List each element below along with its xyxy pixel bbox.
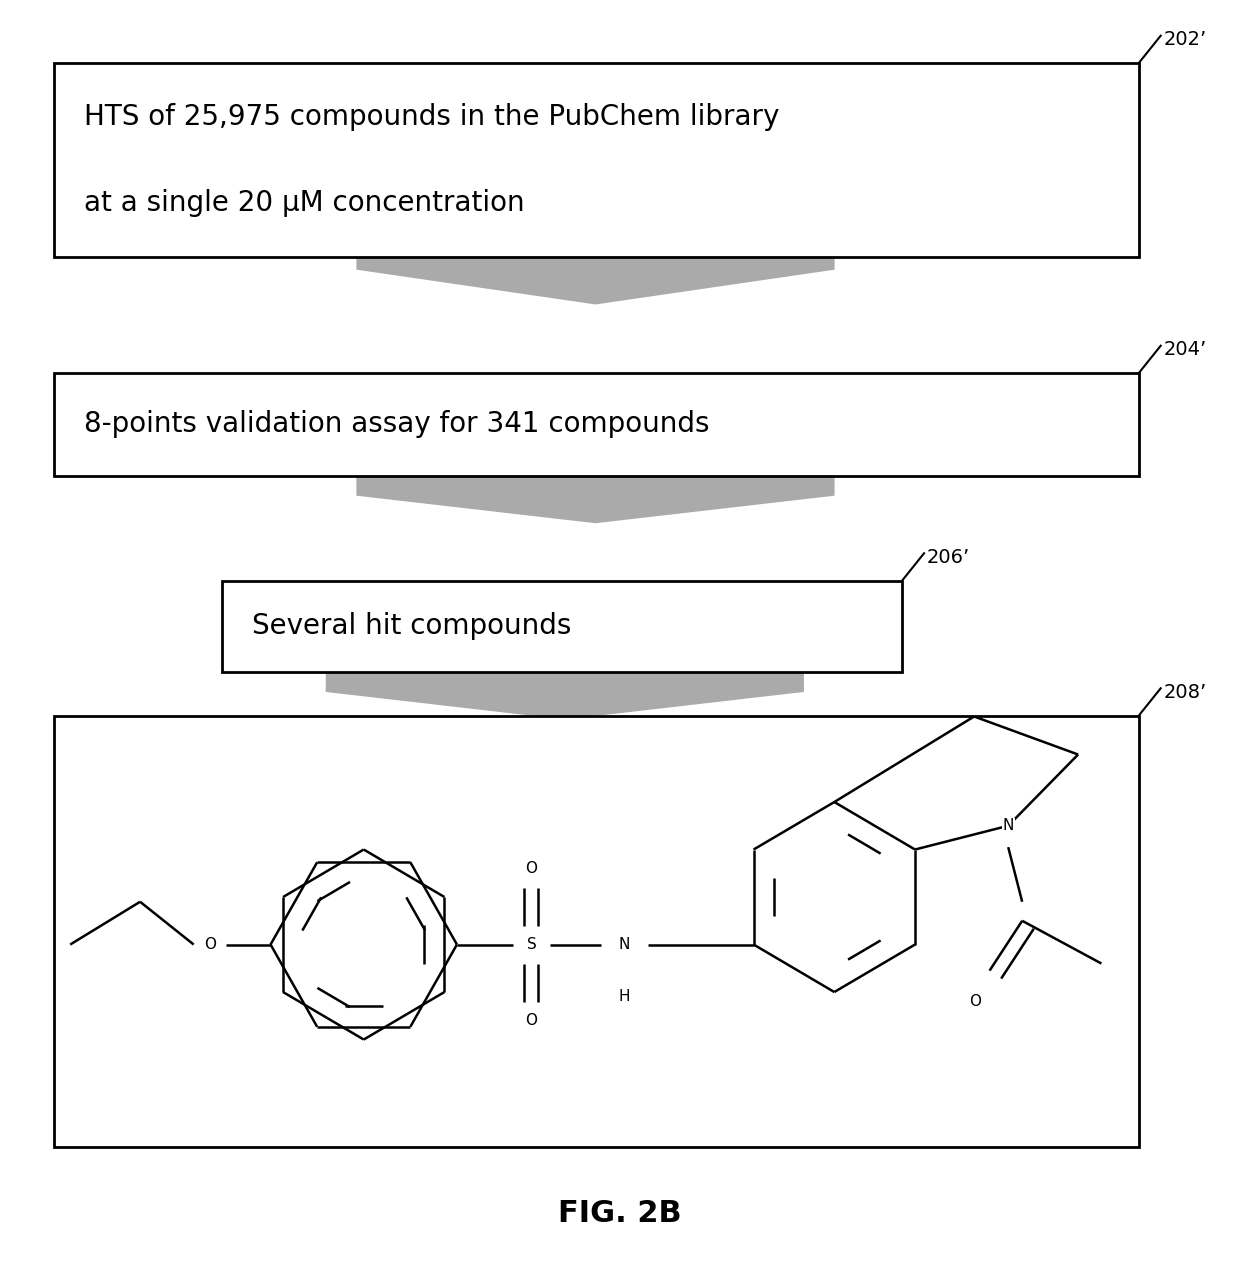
Text: 8-points validation assay for 341 compounds: 8-points validation assay for 341 compou…	[84, 411, 709, 439]
Text: HTS of 25,975 compounds in the PubChem library: HTS of 25,975 compounds in the PubChem l…	[84, 104, 780, 131]
Text: 208’: 208’	[1163, 683, 1207, 702]
FancyBboxPatch shape	[53, 715, 1138, 1146]
Text: O: O	[526, 1012, 537, 1028]
Polygon shape	[356, 244, 835, 305]
Text: at a single 20 μM concentration: at a single 20 μM concentration	[84, 188, 525, 216]
Text: H: H	[619, 990, 630, 1005]
Polygon shape	[356, 475, 835, 523]
Polygon shape	[326, 672, 804, 719]
Text: O: O	[970, 994, 982, 1009]
Text: Several hit compounds: Several hit compounds	[252, 612, 572, 641]
Text: 202’: 202’	[1163, 30, 1207, 49]
Text: 204’: 204’	[1163, 340, 1207, 359]
FancyBboxPatch shape	[222, 580, 901, 672]
Text: O: O	[526, 861, 537, 876]
Text: O: O	[205, 937, 216, 952]
FancyBboxPatch shape	[53, 63, 1138, 257]
Text: 206’: 206’	[926, 549, 970, 568]
Text: S: S	[527, 937, 537, 952]
Text: N: N	[1002, 818, 1014, 833]
Text: N: N	[619, 937, 630, 952]
Text: FIG. 2B: FIG. 2B	[558, 1198, 682, 1227]
FancyBboxPatch shape	[53, 373, 1138, 475]
